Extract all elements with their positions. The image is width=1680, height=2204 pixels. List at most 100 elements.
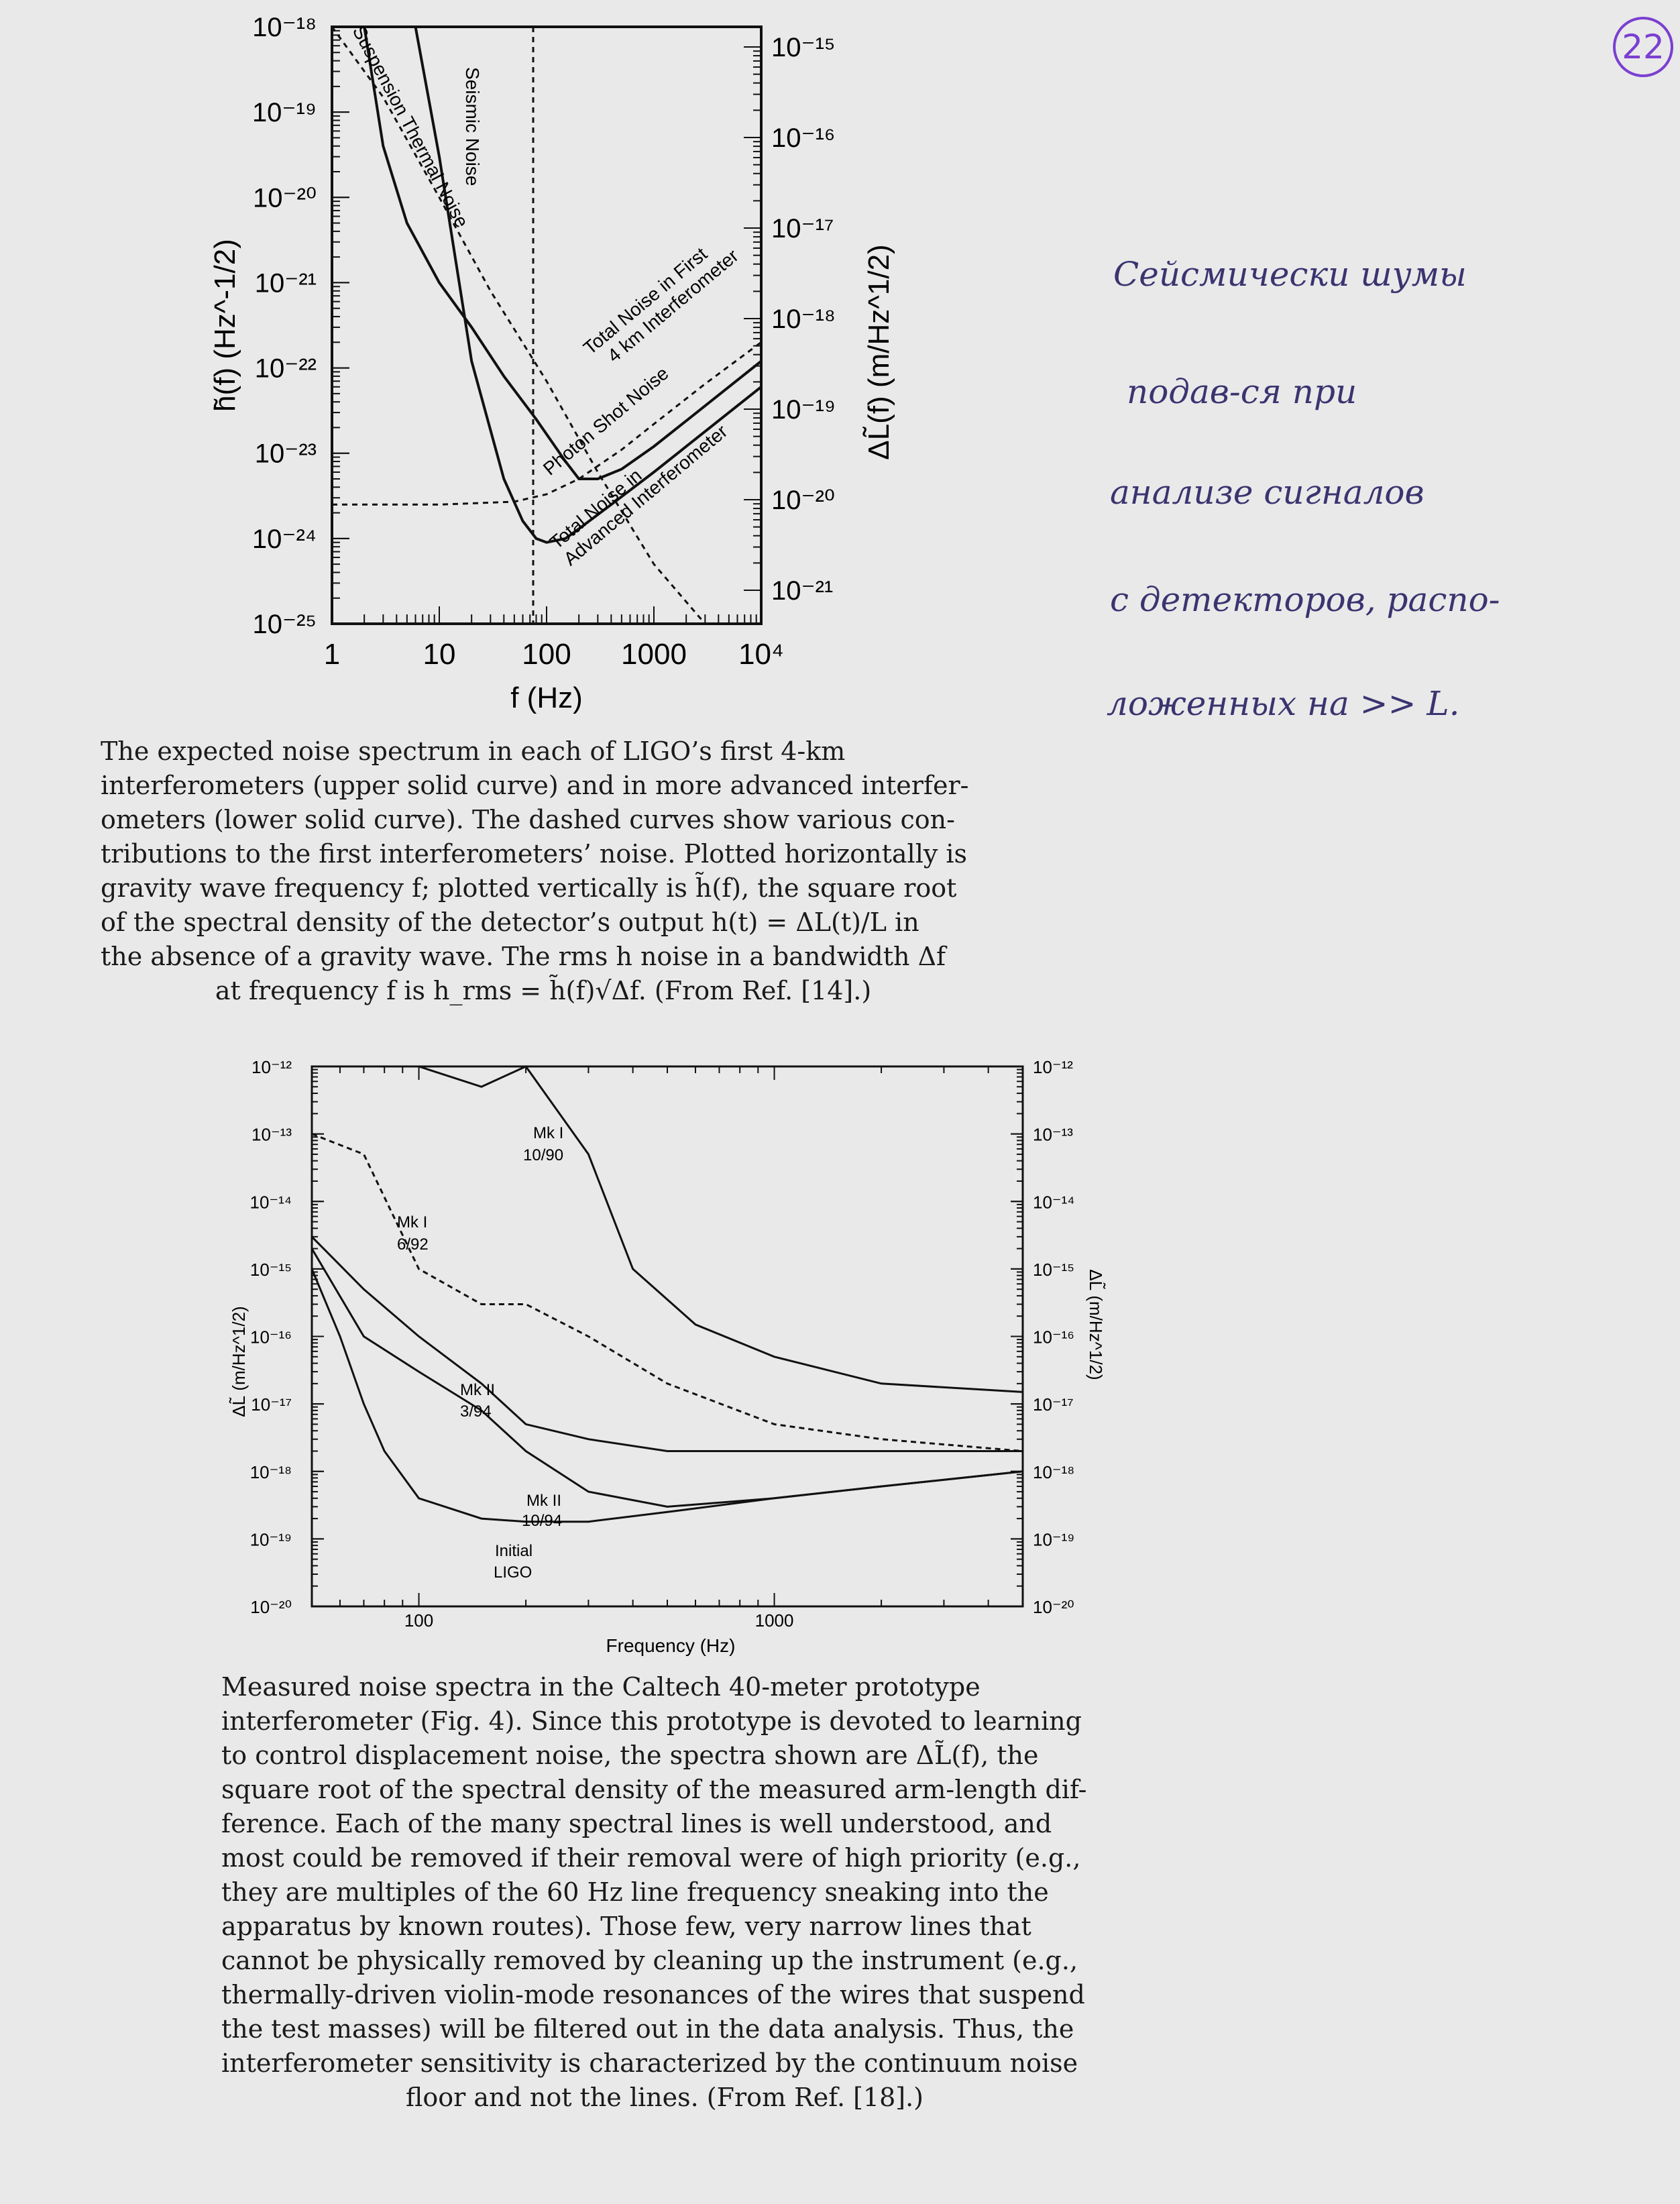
- figure-1-chart: 10⁻¹⁸ 10⁻¹⁹ 10⁻²⁰ 10⁻²¹ 10⁻²² 10⁻²³ 10⁻²⁴ 10⁻²⁵…: [209, 13, 895, 714]
- label-seismic-noise: Seismic Noise: [462, 67, 483, 186]
- figure-1-right-tick-label: 10⁻¹⁸: [771, 305, 836, 334]
- figure-1-series-3: [331, 26, 706, 624]
- figure-2-plot-frame: [311, 1065, 1024, 1608]
- label-mk1-1090-line1: Mk I: [533, 1124, 563, 1142]
- caption-line: the absence of a gravity wave. The rms h…: [101, 942, 946, 971]
- figure-2-ylabel-left: ΔL̃ (m/Hz^1/2): [229, 1306, 249, 1417]
- figure-2-y-tick-label: 10⁻¹⁴: [250, 1192, 292, 1212]
- label-mk1-692-line2: 6/92: [397, 1235, 429, 1254]
- figure-1-right-tick-label: 10⁻²¹: [771, 576, 833, 606]
- caption-line: The expected noise spectrum in each of L…: [101, 736, 846, 766]
- figure-1-y-tick-label: 10⁻¹⁸: [252, 13, 317, 42]
- figure-1-y-tick-label: 10⁻¹⁹: [252, 98, 317, 127]
- figure-2-right-tick-label: 10⁻¹³: [1033, 1125, 1073, 1145]
- figure-1-ylabel-left: h̃(f) (Hz^-1/2): [209, 239, 241, 412]
- handwritten-line: подав-ся при: [1127, 372, 1357, 411]
- figure-1-y-tick-label: 10⁻²³: [255, 439, 317, 469]
- page-number-circle: 22: [1613, 17, 1673, 77]
- figure-2-series-1: [311, 1133, 1023, 1452]
- figure-2-series-0: [312, 1065, 1023, 1393]
- label-mk2-1094-line1: Mk II: [526, 1492, 561, 1510]
- figure-2-y-tick-label: 10⁻¹⁷: [251, 1394, 292, 1415]
- caption-line: floor and not the lines. (From Ref. [18]…: [405, 2083, 924, 2112]
- figure-2-y-tick-label: 10⁻²⁰: [250, 1597, 292, 1617]
- figure-1-y-tick-label: 10⁻²⁰: [253, 183, 317, 213]
- figure-1-right-tick-label: 10⁻¹⁹: [771, 395, 836, 425]
- figure-2-xlabel: Frequency (Hz): [606, 1635, 736, 1656]
- page-number: 22: [1622, 27, 1665, 66]
- label-suspension-thermal-noise: Suspension Thermal Noise: [349, 22, 473, 231]
- caption-line: cannot be physically removed by cleaning…: [221, 1946, 1078, 1975]
- caption-line: interferometer sensitivity is characteri…: [221, 2048, 1078, 2078]
- handwritten-line: Сейсмически шумы: [1113, 255, 1467, 294]
- caption-line: ometers (lower solid curve). The dashed …: [101, 805, 955, 834]
- figure-1-right-tick-label: 10⁻¹⁵: [771, 33, 836, 62]
- caption-line: of the spectral density of the detector’…: [101, 907, 919, 937]
- label-mk1-692-line1: Mk I: [397, 1213, 427, 1231]
- figure-1-series-0: [363, 26, 763, 480]
- figure-1-y-tick-label: 10⁻²⁴: [252, 525, 317, 554]
- figure-2-right-tick-label: 10⁻¹²: [1033, 1057, 1073, 1077]
- figure-1-right-tick-label: 10⁻¹⁶: [771, 123, 835, 153]
- figure-1-series-4: [332, 341, 762, 506]
- figure-1-caption: The expected noise spectrum in each of L…: [101, 734, 986, 1008]
- label-mk1-1090-line2: 10/90: [523, 1146, 563, 1164]
- figure-1-y-tick-label: 10⁻²⁵: [252, 610, 317, 639]
- handwritten-line: анализе сигналов: [1110, 473, 1424, 512]
- figure-1-y-tick-label: 10⁻²¹: [255, 268, 317, 298]
- figure-1-y-tick-label: 10⁻²²: [255, 354, 317, 384]
- figure-1-plot-frame: [331, 25, 763, 625]
- figure-2-right-tick-label: 10⁻¹⁸: [1033, 1462, 1074, 1482]
- label-photon-shot-noise: Photon Shot Noise: [539, 363, 673, 480]
- figure-2-y-tick-label: 10⁻¹²: [251, 1057, 292, 1077]
- figure-1-x-tick-label: 10: [423, 638, 456, 671]
- label-initial-ligo-line2: LIGO: [494, 1563, 532, 1582]
- figure-1-xlabel: f (Hz): [510, 681, 583, 714]
- caption-line: interferometer (Fig. 4). Since this prot…: [221, 1706, 1082, 1736]
- caption-line: thermally-driven violin-mode resonances …: [221, 1980, 1085, 2009]
- figure-2-y-tick-label: 10⁻¹⁸: [250, 1462, 292, 1482]
- figure-2-series-4: [311, 1268, 1023, 1523]
- caption-line: square root of the spectral density of t…: [221, 1775, 1087, 1804]
- figure-2-right-tick-label: 10⁻¹⁵: [1033, 1260, 1074, 1280]
- label-mk2-1094-line2: 10/94: [522, 1512, 562, 1530]
- label-initial-ligo-line1: Initial: [495, 1542, 533, 1560]
- handwritten-line: ложенных на >> L.: [1107, 684, 1460, 723]
- figure-2-right-tick-label: 10⁻¹⁹: [1033, 1529, 1074, 1549]
- figure-2-right-tick-label: 10⁻²⁰: [1033, 1597, 1074, 1617]
- figure-2-right-tick-label: 10⁻¹⁶: [1033, 1327, 1074, 1347]
- figure-1-x-tick-label: 10⁴: [738, 638, 784, 671]
- figure-1-x-tick-label: 1: [324, 638, 340, 671]
- figure-1-right-tick-label: 10⁻¹⁷: [771, 214, 834, 243]
- figure-2-series-3: [311, 1248, 1023, 1508]
- figure-2-series-2: [311, 1235, 1023, 1452]
- figure-2-y-tick-label: 10⁻¹⁵: [250, 1260, 292, 1280]
- figure-2-ylabel-right: ΔL̃ (m/Hz^1/2): [1086, 1269, 1106, 1380]
- figure-1-right-tick-label: 10⁻²⁰: [771, 486, 835, 515]
- label-mk2-394-line2: 3/94: [460, 1402, 492, 1421]
- figure-2-y-tick-label: 10⁻¹⁶: [250, 1327, 292, 1347]
- figure-2-caption: Measured noise spectra in the Caltech 40…: [221, 1670, 1108, 2115]
- figure-2-x-tick-label: 100: [404, 1610, 433, 1631]
- caption-line: most could be removed if their removal w…: [221, 1843, 1081, 1873]
- figure-2-right-tick-label: 10⁻¹⁷: [1033, 1394, 1074, 1415]
- figure-2-right-tick-label: 10⁻¹⁴: [1033, 1192, 1074, 1212]
- label-mk2-394-line1: Mk II: [460, 1381, 495, 1399]
- figure-1-x-tick-label: 100: [522, 638, 571, 671]
- caption-line: to control displacement noise, the spect…: [221, 1741, 1039, 1770]
- figure-1-ylabel-right: ΔL̃(f) (m/Hz^1/2): [862, 244, 895, 459]
- caption-line: they are multiples of the 60 Hz line fre…: [221, 1877, 1049, 1907]
- caption-line: Measured noise spectra in the Caltech 40…: [221, 1672, 981, 1702]
- figure-2-y-tick-label: 10⁻¹³: [251, 1125, 292, 1145]
- handwritten-line: с детекторов, распо-: [1110, 580, 1500, 619]
- figure-2-y-tick-label: 10⁻¹⁹: [250, 1529, 292, 1549]
- caption-line: the test masses) will be filtered out in…: [221, 2014, 1074, 2044]
- caption-line: gravity wave frequency f; plotted vertic…: [101, 873, 957, 903]
- figure-2-chart: 10⁻¹² 10⁻¹³ 10⁻¹⁴ 10⁻¹⁵ 10⁻¹⁶ 10⁻¹⁷ 10⁻¹⁸ 10⁻¹⁹…: [229, 1057, 1106, 1656]
- figure-2-x-tick-label: 1000: [755, 1610, 794, 1631]
- caption-line: ference. Each of the many spectral lines…: [221, 1809, 1052, 1838]
- caption-line: tributions to the first interferometers’…: [101, 839, 968, 869]
- caption-line: interferometers (upper solid curve) and …: [101, 771, 969, 800]
- caption-line: apparatus by known routes). Those few, v…: [221, 1912, 1031, 1941]
- figure-1-x-tick-label: 1000: [621, 638, 687, 671]
